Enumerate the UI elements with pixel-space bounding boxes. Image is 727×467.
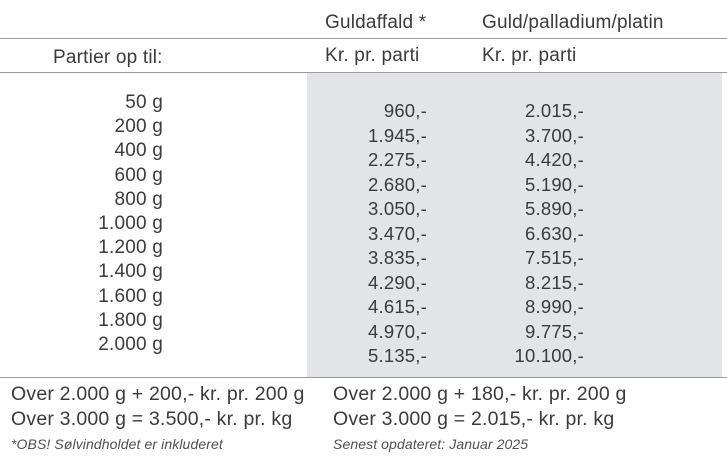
- weight-cell: 600 g: [114, 164, 163, 186]
- weight-cell: 2.000 g: [98, 334, 163, 356]
- footer-right-note-last-updated: Senest opdateret: Januar 2025: [333, 436, 529, 452]
- price-cell: 9.775,-: [525, 320, 584, 342]
- divider-above-footer: [0, 376, 727, 378]
- price-cell: 10.100,-: [514, 345, 584, 366]
- weight-cell: 50 g: [125, 92, 163, 113]
- price-cell: 5.890,-: [525, 198, 584, 219]
- price-cell: 4.420,-: [525, 149, 584, 170]
- price-cell: 2.275,-: [368, 149, 427, 170]
- column-title-guldaffald: Guldaffald *: [325, 12, 427, 33]
- price-cell: 960,-: [383, 100, 427, 121]
- price-cell: 3.050,-: [368, 198, 427, 219]
- price-cell: 3.470,-: [368, 222, 427, 244]
- price-cell: 6.630,-: [525, 222, 584, 244]
- footer-left-note-silver-included: *OBS! Sølvindholdet er inkluderet: [11, 436, 223, 452]
- price-cell: 5.135,-: [368, 345, 427, 366]
- guld-palladium-platin-price-column: 2.015,- 3.700,- 4.420,- 5.190,- 5.890,- …: [410, 99, 584, 369]
- weight-cell: 1.400 g: [98, 261, 163, 283]
- divider-under-column-titles: [0, 37, 727, 39]
- price-cell: 2.015,-: [525, 100, 584, 121]
- price-cell: 8.990,-: [525, 296, 584, 317]
- footer-left-over-2000: Over 2.000 g + 200,- kr. pr. 200 g: [11, 383, 305, 405]
- weight-column: 50 g 200 g 400 g 600 g 800 g 1.000 g 1.2…: [0, 91, 163, 357]
- row-header-partier-op-til: Partier op til:: [53, 47, 163, 68]
- price-cell: 2.680,-: [368, 173, 427, 195]
- column-subtitle-guld-palladium-platin: Kr. pr. parti: [482, 45, 577, 66]
- weight-cell: 400 g: [114, 140, 163, 162]
- divider-under-subtitles: [0, 71, 727, 73]
- column-subtitle-guldaffald: Kr. pr. parti: [325, 45, 420, 66]
- column-title-guld-palladium-platin: Guld/palladium/platin: [482, 12, 664, 33]
- weight-cell: 1.000 g: [98, 213, 163, 235]
- price-panel-background: [307, 73, 722, 377]
- footer-left-over-3000: Over 3.000 g = 3.500,- kr. pr. kg: [11, 408, 293, 430]
- price-cell: 4.615,-: [368, 296, 427, 317]
- footer-right-over-3000: Over 3.000 g = 2.015,- kr. pr. kg: [333, 408, 615, 430]
- price-cell: 3.835,-: [368, 247, 427, 268]
- price-cell: 5.190,-: [525, 173, 584, 195]
- footer-right-over-2000: Over 2.000 g + 180,- kr. pr. 200 g: [333, 383, 627, 405]
- price-cell: 1.945,-: [368, 124, 427, 146]
- price-cell: 4.970,-: [368, 320, 427, 342]
- price-cell: 4.290,-: [368, 271, 427, 293]
- price-cell: 8.215,-: [525, 271, 584, 293]
- price-cell: 3.700,-: [525, 124, 584, 146]
- weight-cell: 1.200 g: [98, 237, 163, 259]
- guldaffald-price-column: 960,- 1.945,- 2.275,- 2.680,- 3.050,- 3.…: [260, 99, 427, 369]
- price-cell: 7.515,-: [525, 247, 584, 268]
- weight-cell: 200 g: [114, 116, 163, 138]
- weight-cell: 1.800 g: [98, 309, 163, 331]
- weight-cell: 1.600 g: [98, 285, 163, 307]
- weight-cell: 800 g: [114, 188, 163, 210]
